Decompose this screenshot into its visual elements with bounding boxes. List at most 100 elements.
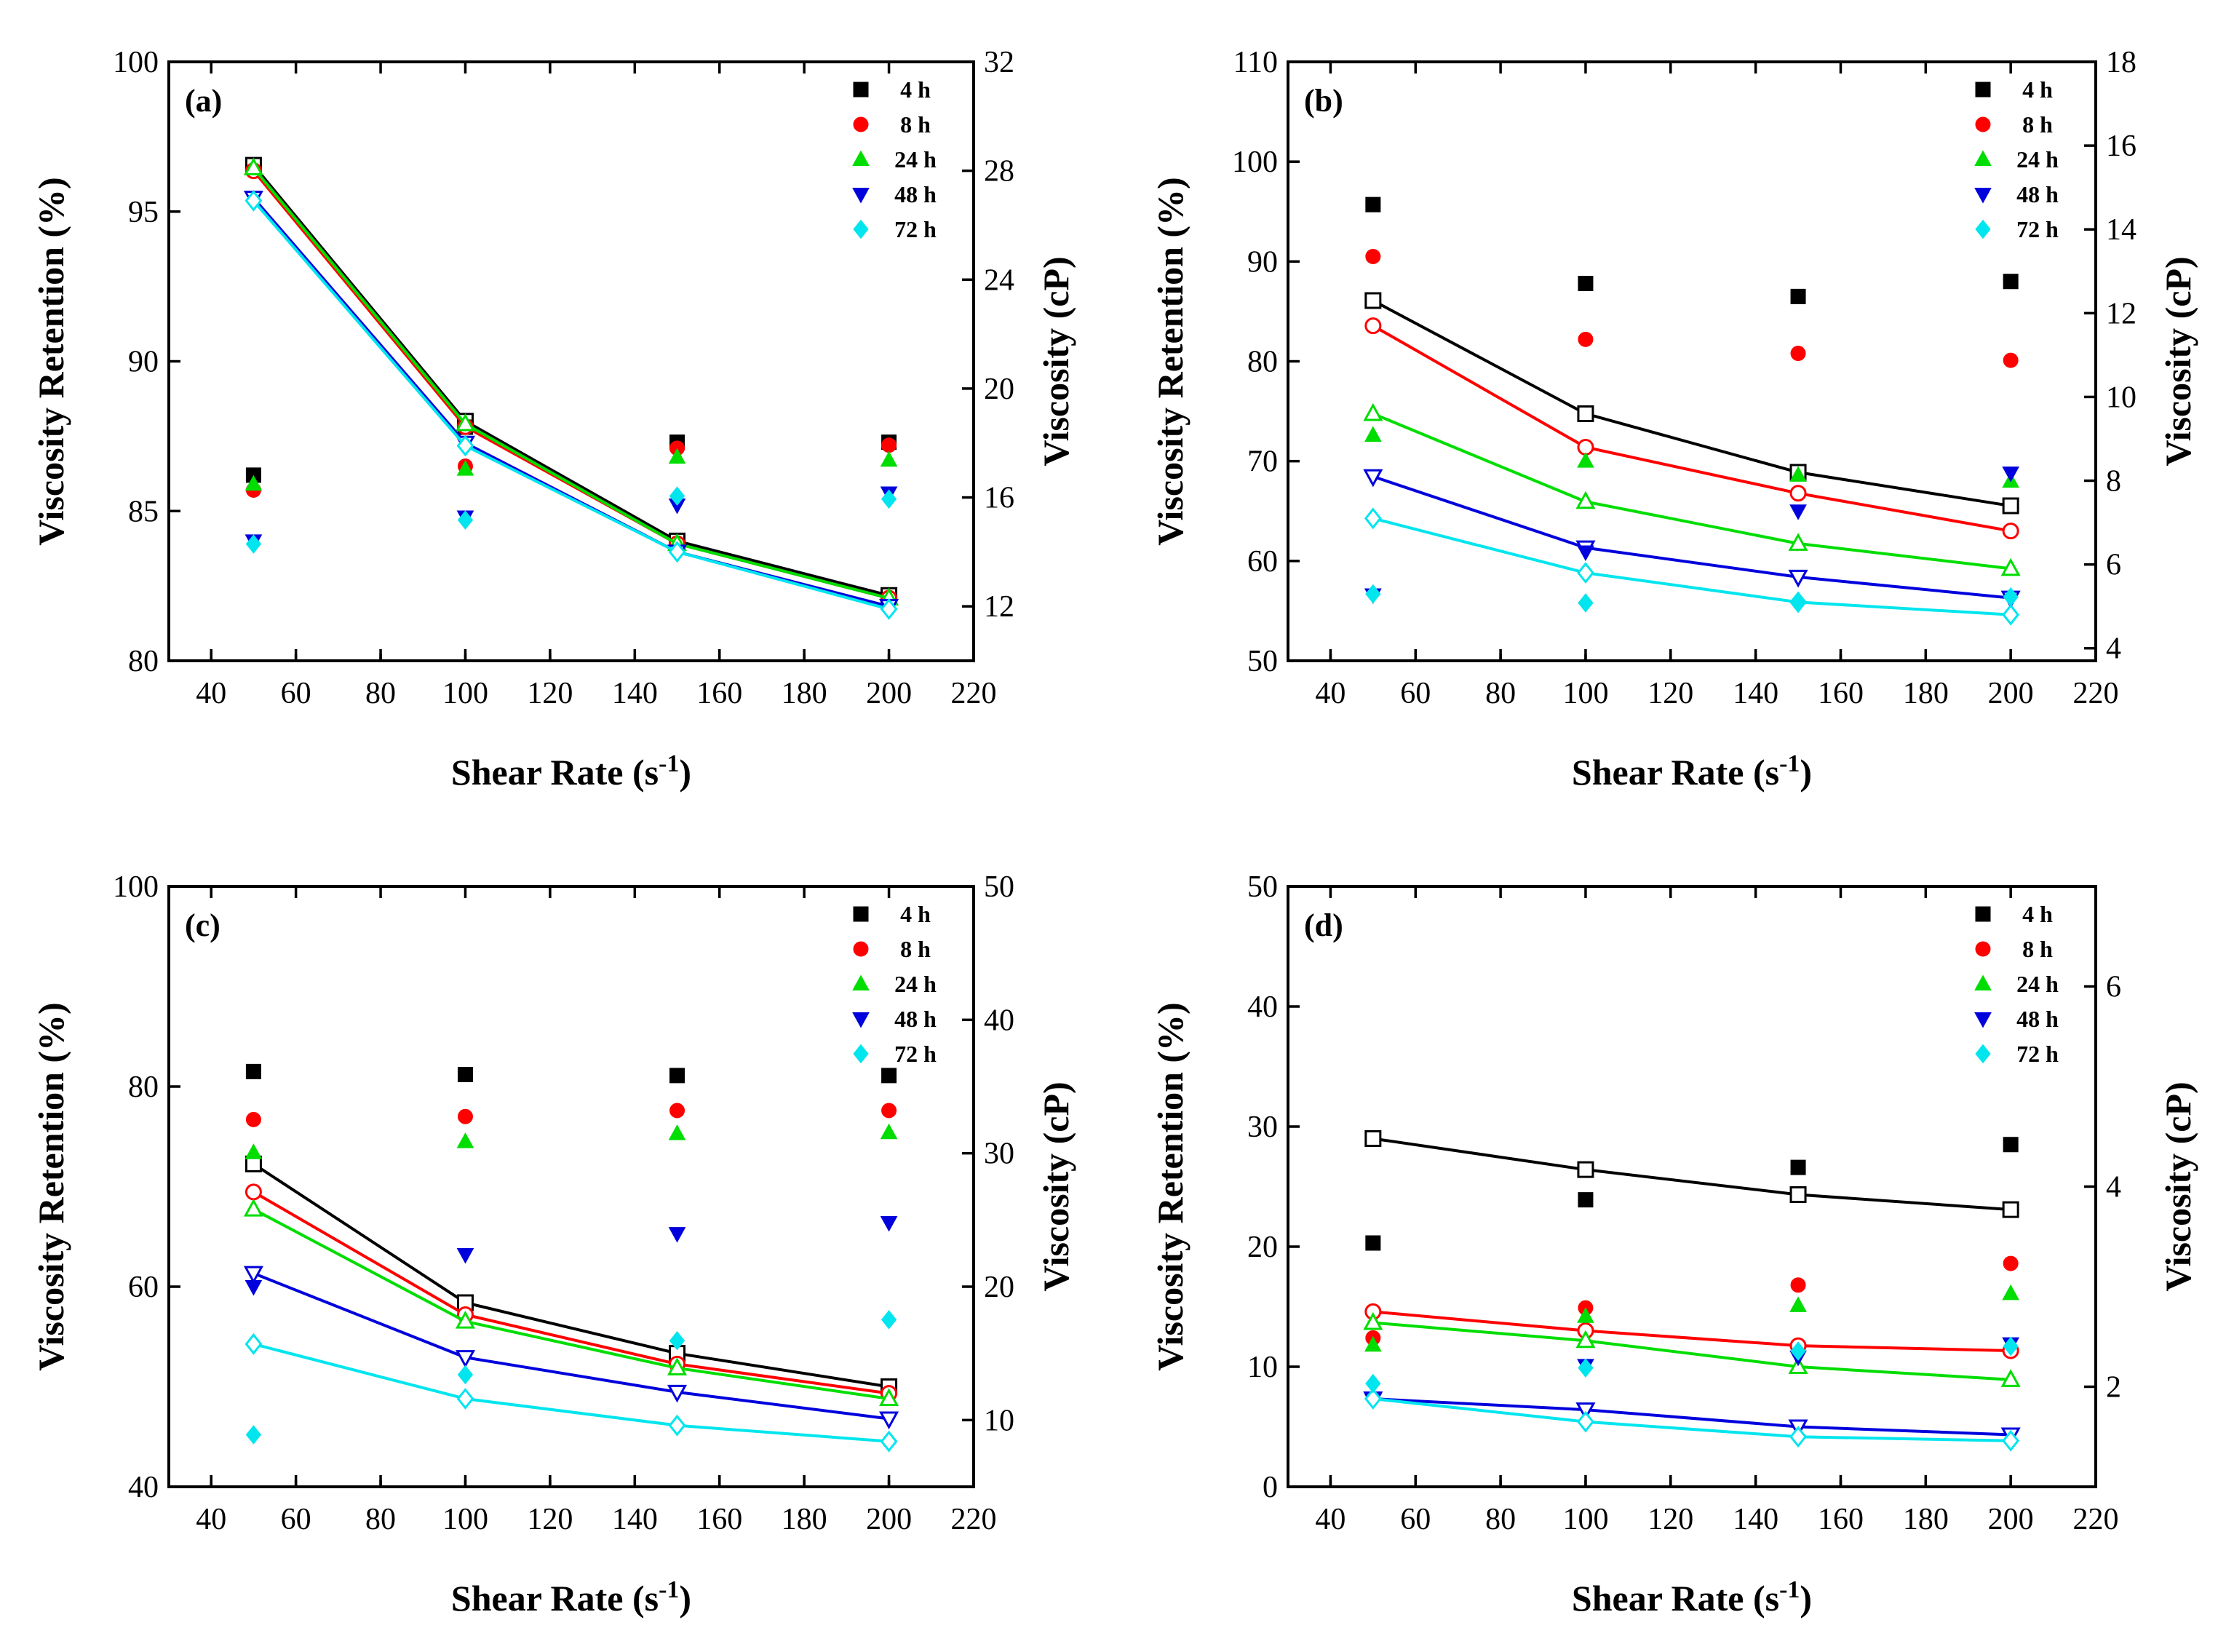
legend-label: 8 h <box>2022 111 2053 138</box>
y-axis-title: Viscosity Retention (%) <box>31 177 71 545</box>
viscosity-line <box>253 1271 889 1421</box>
x-tick-label: 160 <box>696 677 742 710</box>
viscosity-point <box>1364 292 1382 309</box>
x-tick-label: 100 <box>1562 677 1608 710</box>
legend-label: 72 h <box>2016 216 2059 242</box>
viscosity-point <box>243 157 263 175</box>
viscosity-point <box>1577 562 1594 584</box>
retention-point <box>881 437 897 453</box>
retention-point <box>668 448 686 464</box>
viscosity-point <box>1789 1426 1807 1448</box>
retention-point <box>880 450 898 467</box>
chart-panel-0: 40 60 80 100 120 140 160 180 200 220 80 85 90 95 100 12… <box>31 46 1076 793</box>
y2-axis-title: Viscosity (cP) <box>1036 256 1076 466</box>
retention-point <box>2003 587 2019 607</box>
panel-label: (a) <box>185 83 222 119</box>
retention-point <box>1578 331 1594 347</box>
viscosity-point <box>880 1430 898 1453</box>
x-tick-label: 200 <box>1988 677 2034 710</box>
legend-label: 72 h <box>894 1041 937 1067</box>
legend-label: 72 h <box>2016 1041 2059 1067</box>
viscosity-point <box>1364 507 1382 530</box>
series-8h <box>245 1103 898 1402</box>
legend-marker <box>1975 219 1991 239</box>
y2-tick-label: 16 <box>984 482 1014 515</box>
retention-point <box>245 1063 261 1079</box>
retention-point <box>668 1124 686 1140</box>
x-tick-label: 220 <box>951 677 997 710</box>
retention-point <box>1578 593 1594 613</box>
retention-point <box>669 1103 685 1119</box>
viscosity-point <box>456 434 474 457</box>
y-tick-label: 40 <box>1247 990 1278 1024</box>
x-tick-label: 220 <box>2073 1503 2119 1536</box>
x-tick-label: 120 <box>527 677 573 710</box>
x-tick-label: 100 <box>1562 1503 1608 1536</box>
y-tick-label: 90 <box>1247 245 1278 279</box>
x-tick-label: 140 <box>1733 677 1778 710</box>
retention-point <box>1578 1192 1594 1208</box>
viscosity-point <box>668 541 686 563</box>
y2-tick-label: 12 <box>984 590 1014 624</box>
viscosity-line <box>252 196 890 608</box>
retention-point <box>245 1425 262 1445</box>
retention-point <box>457 1067 473 1082</box>
viscosity-point <box>879 1388 899 1406</box>
legend-label: 8 h <box>2022 936 2053 962</box>
plot-frame <box>167 60 975 662</box>
chart-panel-1: 40 60 80 100 120 140 160 180 200 220 50 60 70 80 90 100… <box>1150 46 2198 793</box>
viscosity-point <box>243 1199 263 1217</box>
retention-point <box>1789 466 1807 482</box>
y-tick-label: 50 <box>1247 870 1278 904</box>
viscosity-point <box>245 1333 263 1355</box>
x-axis-title-main: Shear Rate (s <box>451 1578 659 1619</box>
viscosity-line <box>253 1191 889 1395</box>
legend-label: 8 h <box>900 111 931 138</box>
x-axis-title-main: Shear Rate (s <box>1572 752 1779 793</box>
legend-marker <box>853 219 869 239</box>
y-tick-label: 110 <box>1233 46 1278 79</box>
y2-tick-label: 40 <box>984 1004 1014 1037</box>
viscosity-line <box>1372 1310 2011 1352</box>
y2-tick-label: 12 <box>2106 297 2136 330</box>
x-tick-label: 60 <box>281 1503 311 1536</box>
x-tick-label: 220 <box>2073 677 2119 710</box>
viscosity-point <box>455 1350 476 1368</box>
viscosity-line <box>1372 324 2011 533</box>
viscosity-point <box>1364 1130 1382 1147</box>
y-tick-label: 100 <box>113 870 159 904</box>
viscosity-line <box>252 164 890 597</box>
y2-tick-label: 10 <box>2106 381 2136 414</box>
x-tick-label: 60 <box>281 677 311 710</box>
y-tick-label: 100 <box>1232 146 1278 179</box>
retention-point <box>456 1248 474 1264</box>
viscosity-point <box>1364 317 1382 335</box>
x-tick-label: 40 <box>1315 1503 1345 1536</box>
y2-tick-label: 24 <box>984 263 1014 297</box>
retention-point <box>881 1068 897 1084</box>
y2-axis-title: Viscosity (cP) <box>1036 1081 1076 1291</box>
series-48h <box>243 1216 899 1430</box>
retention-point <box>457 1108 473 1124</box>
y-tick-label: 80 <box>1247 346 1278 379</box>
retention-point <box>1365 196 1381 213</box>
series-8h <box>1364 248 2019 540</box>
x-tick-label: 180 <box>782 1503 827 1536</box>
viscosity-point <box>667 1384 688 1403</box>
x-tick-label: 140 <box>1733 1503 1778 1536</box>
x-tick-label: 40 <box>1315 677 1345 710</box>
series-4h <box>245 156 898 604</box>
retention-point <box>1364 426 1382 442</box>
retention-point <box>1364 1335 1382 1352</box>
y-tick-label: 100 <box>113 46 159 79</box>
legend-marker <box>852 974 870 990</box>
retention-point <box>2003 1137 2019 1153</box>
viscosity-point <box>1789 485 1807 502</box>
retention-point <box>669 1330 685 1351</box>
x-tick-label: 120 <box>527 1503 573 1536</box>
x-axis-title-end: ) <box>679 1578 691 1619</box>
x-tick-label: 140 <box>612 677 658 710</box>
y-tick-label: 95 <box>128 196 159 229</box>
y-tick-label: 70 <box>1247 445 1278 479</box>
panel-label: (c) <box>185 908 220 943</box>
